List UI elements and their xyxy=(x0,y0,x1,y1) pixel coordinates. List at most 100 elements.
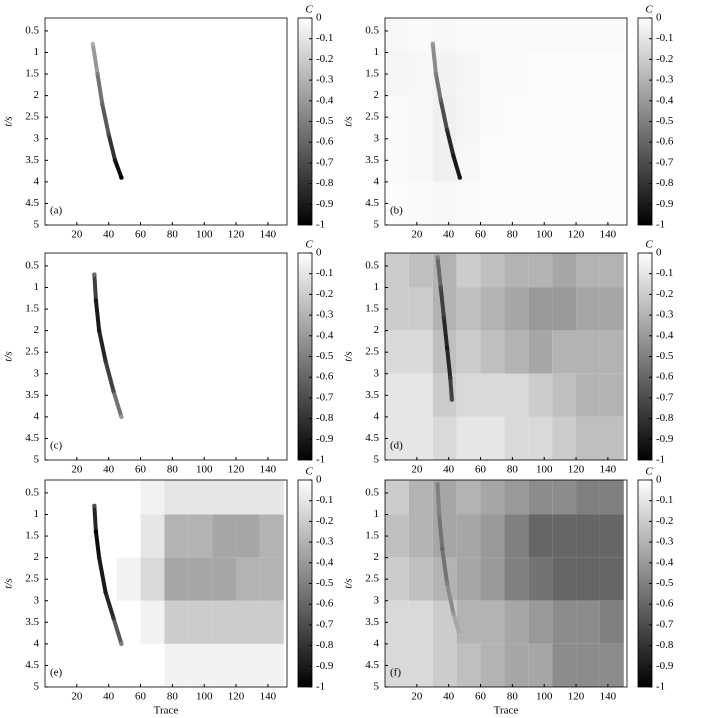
colorbar-tick-label: -0.9 xyxy=(656,433,674,445)
heat-cell xyxy=(68,373,93,417)
heat-cell xyxy=(188,643,213,687)
heat-cell xyxy=(408,480,433,515)
heat-cell xyxy=(576,643,600,687)
streak-point xyxy=(444,345,450,351)
x-tick-label: 120 xyxy=(228,229,245,241)
heat-cell xyxy=(576,52,600,96)
heat-cell xyxy=(92,416,117,460)
heat-cell xyxy=(188,138,213,182)
y-tick-label: 5 xyxy=(374,454,380,466)
heat-cell xyxy=(552,330,577,374)
colorbar-tick-label: -0.9 xyxy=(316,660,334,672)
y-tick-label: 0.5 xyxy=(25,24,39,36)
heat-cell xyxy=(408,138,433,182)
heat-cell xyxy=(385,600,409,644)
streak-segment xyxy=(435,482,442,517)
heat-cell xyxy=(456,480,481,515)
heat-cell xyxy=(504,287,529,331)
heat-cell xyxy=(408,253,433,288)
heat-cell xyxy=(385,416,409,460)
heat-cell xyxy=(599,52,624,96)
heat-cell xyxy=(164,287,189,331)
streak-segment xyxy=(111,389,124,419)
heat-cell xyxy=(140,557,165,601)
heat-cell xyxy=(212,330,237,374)
x-tick-label: 60 xyxy=(475,229,487,241)
colorbar-tick-label: 0 xyxy=(656,12,662,24)
heat-cell xyxy=(408,287,433,331)
heat-cell xyxy=(504,18,529,53)
x-tick-label: 80 xyxy=(507,464,519,476)
streak-segment xyxy=(90,41,100,77)
heat-cell xyxy=(599,557,624,601)
streak-point xyxy=(438,97,443,103)
heat-cell xyxy=(504,52,529,96)
heat-cell xyxy=(45,52,69,96)
colorbar-tick-label: -0.5 xyxy=(656,577,674,589)
x-tick-label: 100 xyxy=(536,229,553,241)
y-tick-label: 2 xyxy=(374,324,380,336)
heat-cell xyxy=(408,330,433,374)
colorbar-tick-label: -1 xyxy=(316,219,325,231)
x-tick-label: 20 xyxy=(411,691,423,703)
y-axis-label: t/s xyxy=(343,578,355,588)
heat-cell xyxy=(259,480,284,515)
heat-cell xyxy=(480,373,505,417)
streak-point xyxy=(106,132,111,137)
colorbar-tick-label: -0.1 xyxy=(656,267,673,279)
heat-cell xyxy=(480,287,505,331)
heat-cell xyxy=(116,330,141,374)
streak-point xyxy=(433,71,439,77)
x-tick-label: 100 xyxy=(196,464,213,476)
heat-cell xyxy=(528,480,553,515)
heat-cell xyxy=(456,52,481,96)
colorbar-tick-label: -0.3 xyxy=(316,74,334,86)
streak-point xyxy=(451,153,456,159)
heat-cell xyxy=(188,52,213,96)
heat-cell xyxy=(68,52,93,96)
x-tick-label: 100 xyxy=(196,691,213,703)
streak-segment xyxy=(100,102,111,137)
panel xyxy=(45,253,284,460)
streak-segment xyxy=(113,158,124,180)
heat-cell xyxy=(408,514,433,558)
heat-cell xyxy=(576,514,600,558)
heat-cell xyxy=(116,253,141,288)
heat-cell xyxy=(68,330,93,374)
streak-segment xyxy=(106,132,118,163)
heat-cell xyxy=(259,416,284,460)
heat-cell xyxy=(480,557,505,601)
streak-point xyxy=(435,255,440,260)
heat-cell xyxy=(45,181,69,225)
heat-cell xyxy=(68,514,93,558)
heat-cell xyxy=(408,373,433,417)
heat-cell xyxy=(480,138,505,182)
colorbar-tick-label: -0.7 xyxy=(656,156,674,168)
x-tick-label: 20 xyxy=(71,464,83,476)
heat-cell xyxy=(385,373,409,417)
heat-cell xyxy=(92,18,117,53)
heat-cell xyxy=(432,514,457,558)
streak-segment xyxy=(451,154,462,180)
heat-cell xyxy=(259,18,284,53)
colorbar-tick-label: -0.3 xyxy=(656,74,674,86)
heat-cell xyxy=(576,253,600,288)
heat-cell xyxy=(140,480,165,515)
heat-cell xyxy=(408,600,433,644)
y-tick-label: 3 xyxy=(34,132,40,144)
heat-cell xyxy=(599,480,624,515)
colorbar-tick-label: -0.9 xyxy=(316,198,334,210)
heat-cell xyxy=(552,287,577,331)
streak-point xyxy=(444,127,450,133)
heat-cell xyxy=(504,416,529,460)
heat-cell xyxy=(385,253,409,288)
heat-cell xyxy=(432,18,457,53)
heat-cell xyxy=(528,514,553,558)
streak-point xyxy=(92,503,97,509)
streak-point xyxy=(430,41,435,47)
heat-cell xyxy=(408,52,433,96)
heat-cell xyxy=(552,138,577,182)
streak-point xyxy=(93,298,99,303)
streak-segment xyxy=(93,298,102,333)
